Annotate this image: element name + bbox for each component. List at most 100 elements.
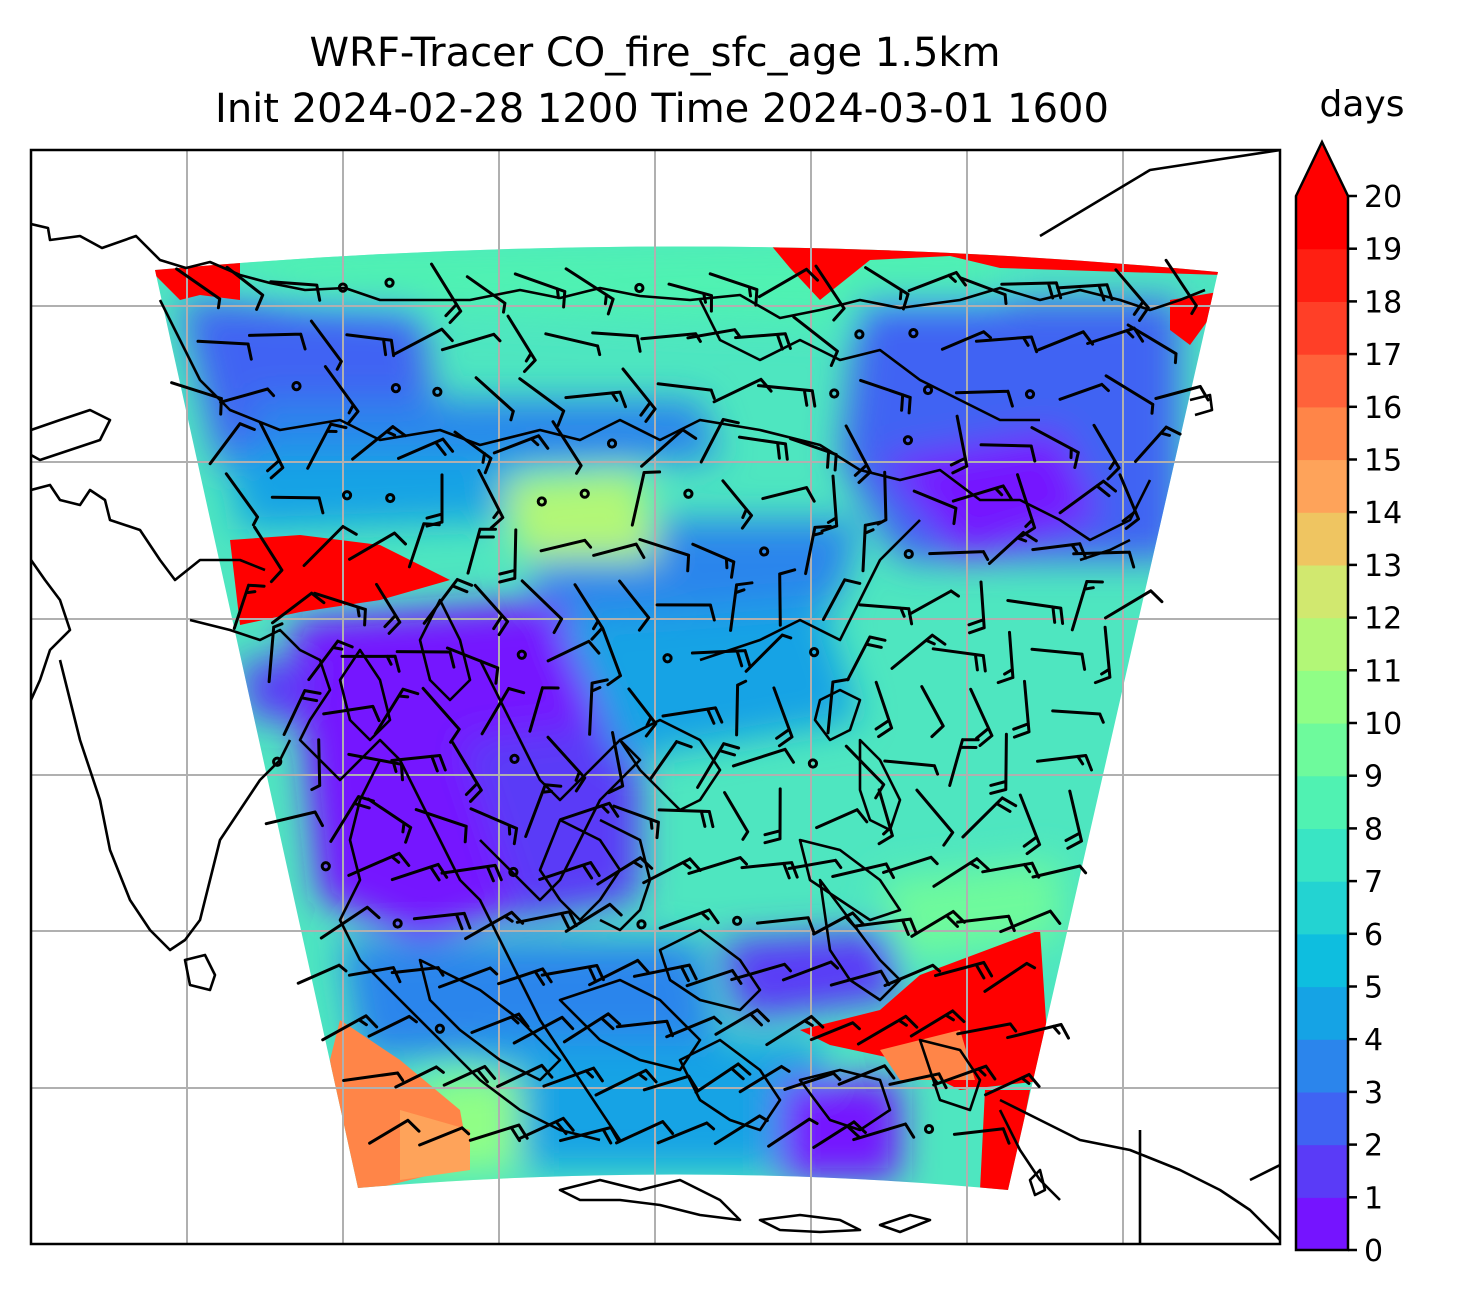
wind-barb <box>282 689 322 736</box>
wind-barb <box>196 339 253 361</box>
wind-barb <box>826 677 850 735</box>
wind-barb <box>984 1073 1041 1097</box>
wind-barb <box>961 796 1018 839</box>
wind-barb <box>390 966 445 977</box>
wind-barb <box>655 603 716 622</box>
wind-barb <box>412 911 472 931</box>
wind-barb <box>691 542 736 579</box>
wind-barb <box>342 1071 405 1082</box>
wind-barb <box>492 434 550 455</box>
calm-marker <box>392 918 403 929</box>
wind-barb <box>686 328 742 340</box>
wind-barb <box>656 1121 716 1145</box>
wind-barb <box>908 589 960 616</box>
calm-marker <box>759 546 770 557</box>
wind-barb <box>1030 647 1087 671</box>
wind-barb <box>615 1120 675 1145</box>
wind-barb <box>347 752 404 782</box>
wind-barb <box>445 646 500 685</box>
wind-barb <box>592 542 646 559</box>
wind-barb <box>347 966 402 984</box>
wind-barb <box>1051 709 1105 724</box>
wind-barb <box>390 862 449 882</box>
wind-barb <box>1056 283 1114 302</box>
wind-barb <box>761 486 816 503</box>
calm-marker <box>384 277 395 288</box>
map-frame <box>29 148 1282 1246</box>
wind-barb <box>607 731 625 795</box>
wind-barb <box>640 428 698 468</box>
wind-barb <box>642 1074 699 1092</box>
wind-barb <box>713 1114 769 1146</box>
wind-barb <box>737 435 789 461</box>
wind-barb <box>538 861 601 881</box>
wind-barb <box>319 905 381 940</box>
wind-barb <box>642 857 702 885</box>
colorbar-segment <box>1296 512 1348 566</box>
wind-barb <box>815 808 869 830</box>
colorbar-tick-label: 6 <box>1364 918 1383 953</box>
wind-barb <box>740 861 799 880</box>
wind-barb <box>699 418 740 464</box>
calm-marker <box>509 753 520 764</box>
wind-barb <box>1093 625 1112 685</box>
wind-barb <box>496 1063 554 1088</box>
wind-barb <box>687 856 748 875</box>
wind-barb <box>814 264 846 322</box>
colorbar-tick-label: 17 <box>1364 338 1402 373</box>
colorbar-tick-label: 11 <box>1364 654 1402 689</box>
colorbar-segments <box>1296 196 1348 1251</box>
wind-barb <box>983 961 1037 993</box>
wind-barb <box>512 1015 575 1045</box>
colorbar-segment <box>1296 196 1348 250</box>
wind-barb <box>588 958 650 987</box>
wind-barb <box>601 627 622 687</box>
wind-barb <box>440 863 503 883</box>
wind-barb <box>783 1071 842 1091</box>
wind-barb <box>974 335 1039 354</box>
colorbar-segment <box>1296 354 1348 408</box>
colorbar-tick-label: 0 <box>1364 1234 1383 1269</box>
wind-barb <box>559 1126 621 1145</box>
wind-barb <box>658 908 720 930</box>
calm-marker <box>854 329 865 340</box>
colorbar-segment <box>1296 933 1348 988</box>
wind-barb <box>1058 479 1117 515</box>
wind-barb <box>934 961 994 980</box>
wind-barb <box>395 650 456 669</box>
wind-barb <box>630 470 662 527</box>
colorbar-tick-label: 15 <box>1364 444 1402 479</box>
wind-barb <box>232 583 266 630</box>
wind-barb <box>948 738 980 787</box>
calm-marker <box>636 919 647 930</box>
wind-barb <box>952 1127 1011 1145</box>
wind-barb <box>480 687 526 736</box>
wind-barb <box>440 332 502 352</box>
wind-barb <box>731 747 795 768</box>
wind-barb <box>524 783 563 838</box>
colorbar-segment <box>1296 1197 1348 1251</box>
colorbar-segment <box>1296 406 1348 461</box>
calm-marker <box>809 647 820 658</box>
wind-barb <box>883 963 942 987</box>
colorbar-segment <box>1296 1144 1348 1198</box>
wind-barb <box>820 474 839 533</box>
wind-barb <box>959 276 1008 305</box>
wind-barb <box>756 916 816 934</box>
wind-barb <box>932 857 990 888</box>
wind-barb <box>418 1126 471 1147</box>
colorbar-segment <box>1296 459 1348 513</box>
wind-barb <box>778 568 797 627</box>
wind-barb <box>564 390 627 409</box>
wind-barb <box>313 591 367 627</box>
wind-barb <box>248 332 307 351</box>
wind-barb <box>1134 425 1182 463</box>
wind-barb <box>665 1015 723 1039</box>
colorbar-segment <box>1296 670 1348 724</box>
wind-barb <box>546 639 601 663</box>
wind-barb <box>846 635 887 682</box>
wind-barb <box>309 319 343 371</box>
wind-barb <box>1058 382 1110 401</box>
wind-barb <box>829 969 891 987</box>
wind-barb <box>373 687 420 736</box>
